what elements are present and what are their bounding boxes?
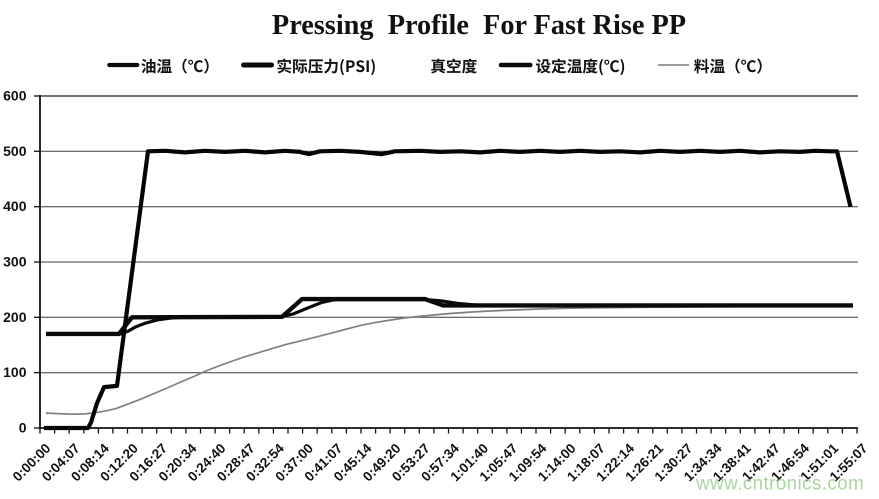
svg-text:300: 300 (3, 254, 27, 270)
svg-text:0: 0 (19, 420, 27, 436)
svg-text:www.cntronics.com: www.cntronics.com (695, 474, 864, 495)
svg-text:400: 400 (3, 198, 27, 214)
svg-text:100: 100 (3, 364, 27, 380)
svg-text:500: 500 (3, 143, 27, 159)
svg-text:600: 600 (3, 88, 27, 104)
svg-text:200: 200 (3, 309, 27, 325)
svg-text:Pressing Profile For Fast Ri: Pressing Profile For Fast Rise PP (272, 10, 686, 41)
